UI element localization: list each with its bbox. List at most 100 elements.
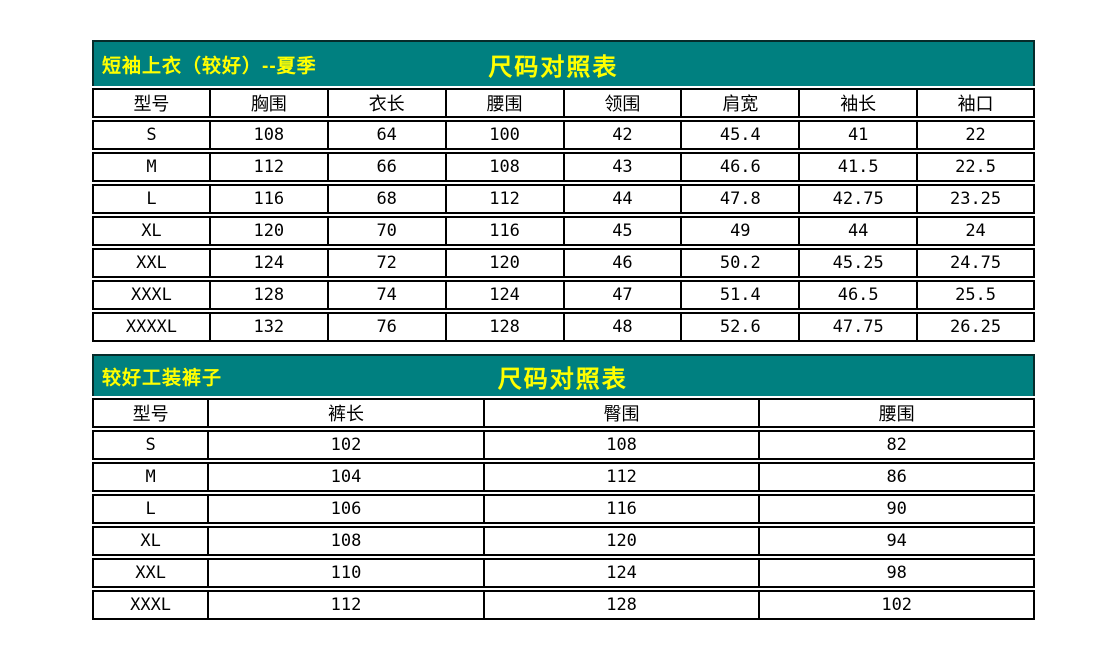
- measurement-cell: 102: [759, 590, 1035, 620]
- measurement-cell: 24.75: [917, 248, 1035, 278]
- measurement-cell: 110: [208, 558, 484, 588]
- column-header: 型号: [92, 88, 210, 118]
- size-label-cell: XL: [92, 526, 209, 556]
- measurement-cell: 102: [208, 430, 484, 460]
- measurement-cell: 108: [445, 152, 564, 182]
- measurement-cell: 86: [759, 462, 1035, 492]
- table-row: XXXL 112 128 102: [92, 590, 1035, 620]
- table-row: XL 120 70 116 45 49 44 24: [92, 216, 1035, 246]
- measurement-cell: 50.2: [681, 248, 800, 278]
- measurement-cell: 66: [327, 152, 446, 182]
- size-label-cell: L: [92, 184, 210, 214]
- measurement-cell: 47.75: [799, 312, 918, 342]
- measurement-cell: 46.5: [799, 280, 918, 310]
- column-header: 袖长: [799, 88, 918, 118]
- measurement-cell: 82: [759, 430, 1035, 460]
- measurement-cell: 46.6: [681, 152, 800, 182]
- measurement-cell: 132: [209, 312, 328, 342]
- measurement-cell: 120: [483, 526, 760, 556]
- measurement-cell: 42: [563, 120, 682, 150]
- pants-size-chart-label: 尺码对照表: [497, 365, 628, 393]
- table-row: L 116 68 112 44 47.8 42.75 23.25: [92, 184, 1035, 214]
- tops-table-body: S 108 64 100 42 45.4 41 22 M 112 66 108 43 46.6 41.5 22…: [92, 120, 1035, 342]
- measurement-cell: 25.5: [917, 280, 1035, 310]
- size-label-cell: XXL: [92, 248, 210, 278]
- header-row: 型号 裤长 臀围 腰围: [92, 398, 1035, 428]
- measurement-cell: 45.4: [681, 120, 800, 150]
- column-header: 领围: [563, 88, 682, 118]
- size-label-cell: XL: [92, 216, 210, 246]
- measurement-cell: 41.5: [799, 152, 918, 182]
- measurement-cell: 74: [327, 280, 446, 310]
- table-row: XXXXL 132 76 128 48 52.6 47.75 26.25: [92, 312, 1035, 342]
- table-row: M 112 66 108 43 46.6 41.5 22.5: [92, 152, 1035, 182]
- size-label-cell: XXXL: [92, 590, 209, 620]
- table-row: XXL 124 72 120 46 50.2 45.25 24.75: [92, 248, 1035, 278]
- column-header: 腰围: [759, 398, 1035, 428]
- measurement-cell: 45.25: [799, 248, 918, 278]
- measurement-cell: 128: [209, 280, 328, 310]
- column-header: 肩宽: [681, 88, 800, 118]
- measurement-cell: 64: [327, 120, 446, 150]
- measurement-cell: 106: [208, 494, 484, 524]
- size-label-cell: XXXL: [92, 280, 210, 310]
- measurement-cell: 44: [563, 184, 682, 214]
- pants-size-table: 型号 裤长 臀围 腰围 S 102 108 82 M 104 112 86 L 106 116 90 XL 10…: [92, 396, 1035, 622]
- measurement-cell: 47.8: [681, 184, 800, 214]
- measurement-cell: 22.5: [917, 152, 1035, 182]
- tops-title-band: 短袖上衣（较好）--夏季 尺码对照表: [92, 40, 1035, 86]
- measurement-cell: 90: [759, 494, 1035, 524]
- pants-table-header: 型号 裤长 臀围 腰围: [92, 398, 1035, 428]
- measurement-cell: 112: [208, 590, 484, 620]
- measurement-cell: 112: [483, 462, 760, 492]
- measurement-cell: 42.75: [799, 184, 918, 214]
- measurement-cell: 49: [681, 216, 800, 246]
- measurement-cell: 94: [759, 526, 1035, 556]
- measurement-cell: 108: [208, 526, 484, 556]
- column-header: 衣长: [327, 88, 446, 118]
- measurement-cell: 72: [327, 248, 446, 278]
- measurement-cell: 51.4: [681, 280, 800, 310]
- table-row: XL 108 120 94: [92, 526, 1035, 556]
- measurement-cell: 46: [563, 248, 682, 278]
- column-header: 型号: [92, 398, 209, 428]
- measurement-cell: 48: [563, 312, 682, 342]
- measurement-cell: 108: [483, 430, 760, 460]
- table-row: XXXL 128 74 124 47 51.4 46.5 25.5: [92, 280, 1035, 310]
- measurement-cell: 24: [917, 216, 1035, 246]
- measurement-cell: 124: [483, 558, 760, 588]
- pants-table-body: S 102 108 82 M 104 112 86 L 106 116 90 XL 108 120 94 XXL…: [92, 430, 1035, 620]
- measurement-cell: 116: [209, 184, 328, 214]
- measurement-cell: 124: [209, 248, 328, 278]
- size-label-cell: XXL: [92, 558, 209, 588]
- measurement-cell: 100: [445, 120, 564, 150]
- measurement-cell: 76: [327, 312, 446, 342]
- size-chart-sheet: 短袖上衣（较好）--夏季 尺码对照表 型号 胸围 衣长 腰围 领围 肩宽 袖长 袖口 S 108…: [92, 40, 1035, 622]
- measurement-cell: 116: [445, 216, 564, 246]
- size-label-cell: XXXXL: [92, 312, 210, 342]
- measurement-cell: 128: [445, 312, 564, 342]
- tops-table-title: 短袖上衣（较好）--夏季: [102, 55, 317, 77]
- size-label-cell: S: [92, 120, 210, 150]
- measurement-cell: 112: [209, 152, 328, 182]
- column-header: 裤长: [208, 398, 484, 428]
- measurement-cell: 23.25: [917, 184, 1035, 214]
- measurement-cell: 120: [445, 248, 564, 278]
- measurement-cell: 44: [799, 216, 918, 246]
- measurement-cell: 70: [327, 216, 446, 246]
- measurement-cell: 45: [563, 216, 682, 246]
- column-header: 胸围: [209, 88, 328, 118]
- measurement-cell: 112: [445, 184, 564, 214]
- table-row: S 102 108 82: [92, 430, 1035, 460]
- size-label-cell: L: [92, 494, 209, 524]
- tops-size-section: 短袖上衣（较好）--夏季 尺码对照表 型号 胸围 衣长 腰围 领围 肩宽 袖长 袖口 S 108…: [92, 40, 1035, 344]
- measurement-cell: 98: [759, 558, 1035, 588]
- table-row: L 106 116 90: [92, 494, 1035, 524]
- measurement-cell: 41: [799, 120, 918, 150]
- tops-table-header: 型号 胸围 衣长 腰围 领围 肩宽 袖长 袖口: [92, 88, 1035, 118]
- measurement-cell: 124: [445, 280, 564, 310]
- measurement-cell: 26.25: [917, 312, 1035, 342]
- column-header: 腰围: [445, 88, 564, 118]
- measurement-cell: 120: [209, 216, 328, 246]
- size-label-cell: S: [92, 430, 209, 460]
